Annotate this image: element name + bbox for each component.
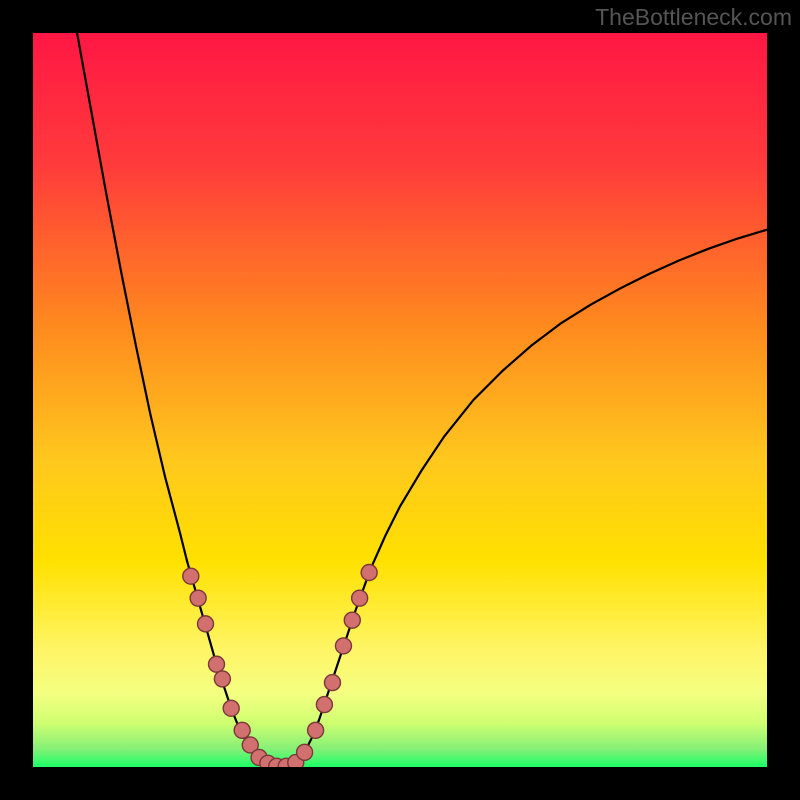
scatter-marker: [324, 675, 340, 691]
scatter-marker: [308, 722, 324, 738]
scatter-marker: [234, 722, 250, 738]
watermark-text: TheBottleneck.com: [595, 4, 792, 31]
scatter-marker: [361, 564, 377, 580]
scatter-marker: [352, 590, 368, 606]
scatter-marker: [214, 671, 230, 687]
chart-container: TheBottleneck.com: [0, 0, 800, 800]
scatter-marker: [183, 568, 199, 584]
scatter-marker: [316, 697, 332, 713]
plot-area: [33, 33, 767, 767]
chart-background: [33, 33, 767, 767]
scatter-marker: [190, 590, 206, 606]
scatter-marker: [297, 744, 313, 760]
scatter-marker: [223, 700, 239, 716]
scatter-marker: [344, 612, 360, 628]
bottleneck-curve-chart: [33, 33, 767, 767]
scatter-marker: [335, 638, 351, 654]
scatter-marker: [197, 616, 213, 632]
scatter-marker: [209, 656, 225, 672]
